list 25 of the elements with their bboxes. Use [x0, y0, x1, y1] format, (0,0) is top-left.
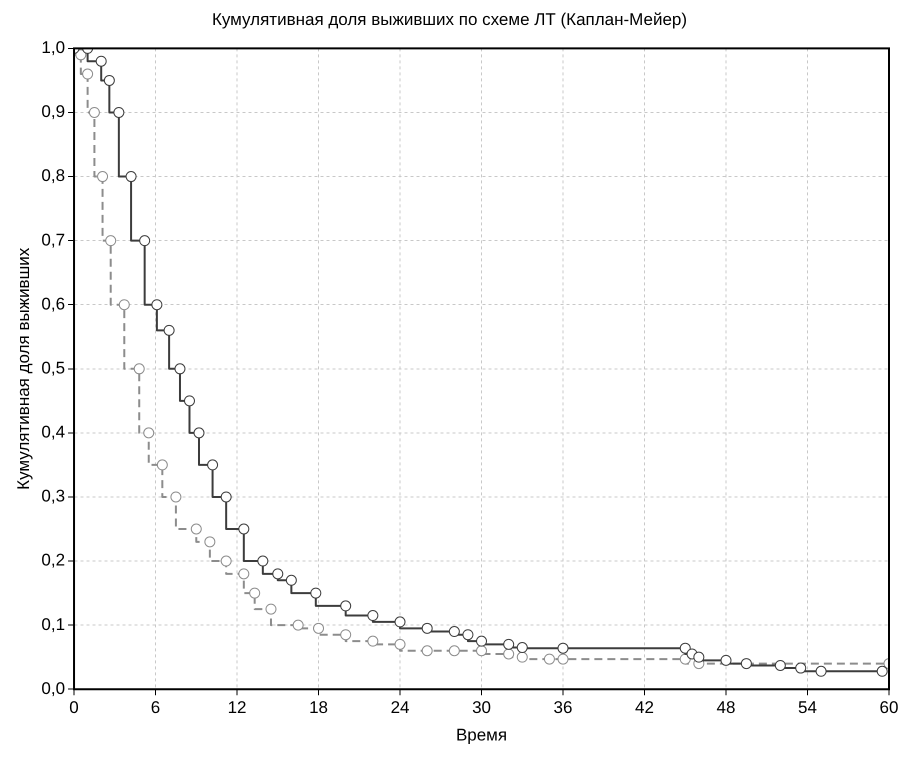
y-tick-label: 0,5 [41, 358, 66, 378]
x-tick-label: 60 [880, 698, 898, 718]
y-tick-label: 0,7 [41, 230, 66, 250]
y-tick-label: 0,9 [41, 102, 66, 122]
chart-title: Кумулятивная доля выживших по схеме ЛТ (Каплан-Мейер) [212, 10, 688, 29]
y-tick-label: 0,8 [41, 166, 66, 186]
x-axis-title: Время [456, 725, 508, 744]
y-axis-title: Кумулятивная доля выживших [14, 247, 33, 490]
x-tick-label: 42 [635, 698, 654, 718]
x-tick-label: 24 [390, 698, 410, 718]
x-tick-label: 18 [309, 698, 328, 718]
x-tick-label: 36 [554, 698, 572, 718]
x-tick-label: 30 [472, 698, 491, 718]
x-tick-label: 12 [228, 698, 246, 718]
y-tick-label: 0,1 [41, 614, 66, 634]
y-tick-label: 0,4 [41, 422, 66, 442]
x-tick-label: 48 [716, 698, 736, 718]
y-tick-label: 1,0 [41, 38, 66, 58]
y-tick-label: 0,2 [41, 550, 66, 570]
x-tick-label: 54 [798, 698, 817, 718]
y-tick-label: 0,0 [41, 678, 66, 698]
y-tick-label: 0,6 [41, 294, 66, 314]
y-tick-label: 0,3 [41, 486, 66, 506]
x-tick-label: 6 [150, 698, 160, 718]
x-tick-label: 0 [69, 698, 79, 718]
